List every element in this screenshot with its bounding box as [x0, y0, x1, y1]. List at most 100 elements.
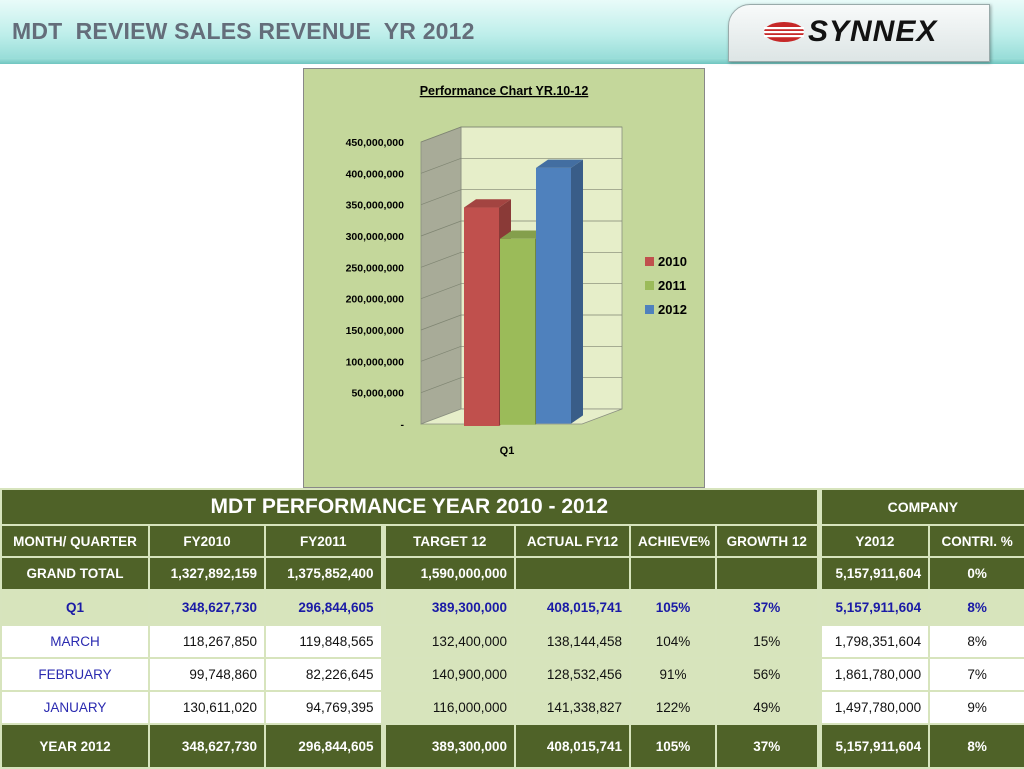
table-row: MARCH 118,267,850 119,848,565 132,400,00… — [0, 624, 1024, 659]
table-cell: Q1 — [0, 589, 150, 626]
table-cell: 118,267,850 — [148, 624, 266, 659]
chart-bar-2012 — [536, 159, 583, 424]
table-cell: MARCH — [0, 624, 150, 659]
grand-total-row: GRAND TOTAL 1,327,892,159 1,375,852,400 … — [0, 556, 1024, 591]
table-cell: 5,157,911,604 — [816, 589, 931, 626]
synnex-logo-icon — [764, 22, 804, 42]
column-header: TARGET 12 — [380, 524, 516, 558]
table-cell: 91% — [629, 657, 717, 692]
table-header-row: MONTH/ QUARTER FY2010 FY2011 TARGET 12 A… — [0, 524, 1024, 558]
table-cell: 130,611,020 — [148, 690, 266, 725]
performance-chart: Performance Chart YR.10-12 - 50,000,000 10… — [303, 68, 705, 488]
table-cell: 105% — [629, 589, 717, 626]
chart-y-tick-label: 400,000,000 — [346, 168, 405, 180]
table-cell: 1,861,780,000 — [816, 657, 931, 692]
table-cell: 389,300,000 — [380, 589, 516, 626]
table-cell: 1,375,852,400 — [264, 556, 384, 591]
table-cell: 15% — [714, 624, 821, 659]
table-cell: 128,532,456 — [514, 657, 631, 692]
table-cell — [714, 556, 821, 591]
page-title: MDT REVIEW SALES REVENUE YR 2012 — [12, 18, 475, 44]
table-cell: 0% — [928, 556, 1024, 591]
chart-x-tick-label: Q1 — [500, 445, 515, 457]
table-cell: 104% — [629, 624, 717, 659]
table-cell: 1,798,351,604 — [816, 624, 931, 659]
table-cell: 105% — [629, 723, 717, 769]
table-cell: 1,590,000,000 — [380, 556, 516, 591]
table-cell: 7% — [928, 657, 1024, 692]
table-cell: 99,748,860 — [148, 657, 266, 692]
q1-row: Q1 348,627,730 296,844,605 389,300,000 4… — [0, 589, 1024, 626]
year-total-row: YEAR 2012 348,627,730 296,844,605 389,30… — [0, 723, 1024, 769]
table-cell: 132,400,000 — [380, 624, 516, 659]
table-cell: 138,144,458 — [514, 624, 631, 659]
table-cell: YEAR 2012 — [0, 723, 150, 769]
table-cell: FEBRUARY — [0, 657, 150, 692]
table-cell: 82,226,645 — [264, 657, 384, 692]
chart-canvas: Performance Chart YR.10-12 - 50,000,000 10… — [346, 84, 687, 457]
table-cell: 119,848,565 — [264, 624, 384, 659]
table-cell: 8% — [928, 723, 1024, 769]
chart-title: Performance Chart YR.10-12 — [420, 84, 589, 98]
table-cell: 408,015,741 — [514, 589, 631, 626]
company-header: COMPANY — [816, 488, 1024, 526]
chart-y-tick-label: 350,000,000 — [346, 200, 405, 212]
header-divider — [0, 58, 1024, 64]
table-cell: JANUARY — [0, 690, 150, 725]
table-cell: 140,900,000 — [380, 657, 516, 692]
table-row: FEBRUARY 99,748,860 82,226,645 140,900,0… — [0, 657, 1024, 692]
table-title-row: MDT PERFORMANCE YEAR 2010 - 2012 COMPANY — [0, 488, 1024, 526]
chart-y-tick-label: 150,000,000 — [346, 325, 405, 337]
table-cell: 94,769,395 — [264, 690, 384, 725]
chart-gridline — [420, 157, 622, 174]
synnex-logo: SYNNEX — [808, 15, 938, 48]
chart-legend: 2010 2011 2012 — [645, 254, 687, 317]
chart-side-wall — [420, 126, 462, 425]
chart-y-tick-label: 100,000,000 — [346, 356, 405, 368]
table-cell: 49% — [714, 690, 821, 725]
table-cell: 141,338,827 — [514, 690, 631, 725]
column-header: ACHIEVE% — [629, 524, 717, 558]
table-title: MDT PERFORMANCE YEAR 2010 - 2012 — [0, 488, 821, 526]
legend-swatch — [645, 257, 654, 266]
table-cell: 1,327,892,159 — [148, 556, 266, 591]
table-cell: 348,627,730 — [148, 723, 266, 769]
performance-table: MDT PERFORMANCE YEAR 2010 - 2012 COMPANY… — [0, 488, 1024, 769]
table-cell: 37% — [714, 723, 821, 769]
chart-y-tick-label: 450,000,000 — [346, 137, 405, 149]
table-cell: 37% — [714, 589, 821, 626]
chart-y-tick-label: 300,000,000 — [346, 231, 405, 243]
table-cell: 8% — [928, 624, 1024, 659]
table-row: JANUARY 130,611,020 94,769,395 116,000,0… — [0, 690, 1024, 725]
table-cell: 296,844,605 — [264, 589, 384, 626]
column-header: FY2011 — [264, 524, 384, 558]
table-cell: 8% — [928, 589, 1024, 626]
chart-y-axis: - 50,000,000 100,000,000 150,000,000 200,000… — [346, 137, 405, 431]
chart-y-tick-label: - — [401, 419, 405, 431]
table-cell — [514, 556, 631, 591]
table-cell: 122% — [629, 690, 717, 725]
legend-swatch — [645, 281, 654, 290]
legend-label: 2012 — [658, 302, 687, 317]
column-header: Y2012 — [816, 524, 931, 558]
table-cell: 56% — [714, 657, 821, 692]
column-header: CONTRI. % — [928, 524, 1024, 558]
table-cell: GRAND TOTAL — [0, 556, 150, 591]
chart-y-tick-label: 250,000,000 — [346, 262, 405, 274]
table-cell: 1,497,780,000 — [816, 690, 931, 725]
legend-swatch — [645, 305, 654, 314]
chart-bars — [464, 159, 583, 426]
column-header: FY2010 — [148, 524, 266, 558]
table-cell: 296,844,605 — [264, 723, 384, 769]
chart-y-tick-label: 200,000,000 — [346, 294, 405, 306]
table-cell: 5,157,911,604 — [816, 556, 931, 591]
legend-label: 2011 — [658, 278, 686, 293]
chart-gridline — [420, 126, 622, 143]
column-header: ACTUAL FY12 — [514, 524, 631, 558]
column-header: GROWTH 12 — [714, 524, 821, 558]
table-cell — [629, 556, 717, 591]
table-cell: 116,000,000 — [380, 690, 516, 725]
table-cell: 389,300,000 — [380, 723, 516, 769]
table-cell: 9% — [928, 690, 1024, 725]
table-cell: 348,627,730 — [148, 589, 266, 626]
